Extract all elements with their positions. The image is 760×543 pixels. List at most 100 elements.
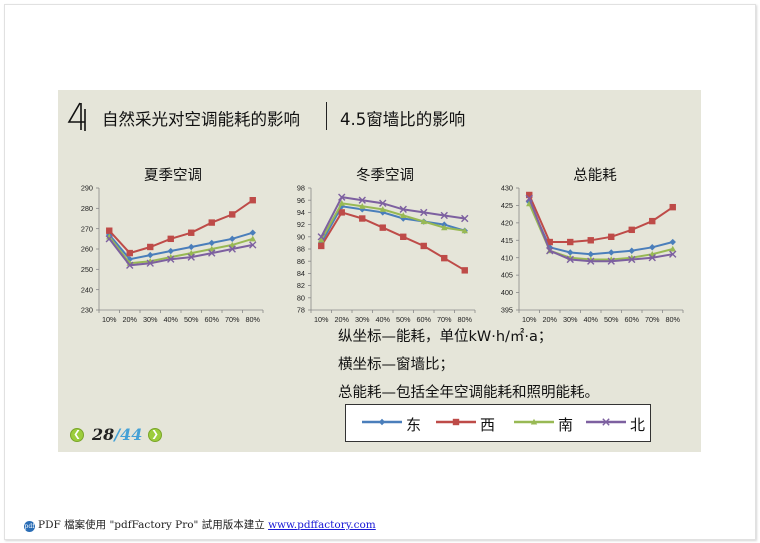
chart-legend: 东 西 南 北: [345, 404, 651, 442]
y-tick-label: 98: [297, 184, 305, 193]
legend-label-south: 南: [558, 416, 574, 434]
pdffactory-logo-icon: pdf: [24, 521, 35, 532]
data-point: [441, 224, 448, 231]
y-tick-label: 88: [297, 245, 305, 254]
y-tick-label: 415: [501, 236, 513, 245]
data-point: [229, 211, 236, 218]
data-point: [440, 211, 448, 220]
data-point: [147, 243, 154, 251]
data-point: [587, 251, 594, 258]
chart-title-summer: 夏季空调: [144, 168, 202, 184]
x-tick-label: 70%: [225, 315, 240, 324]
data-point: [649, 244, 656, 251]
y-tick-label: 425: [501, 201, 513, 210]
y-tick-label: 405: [501, 271, 513, 280]
data-point: [420, 218, 427, 225]
legend-label-west: 西: [480, 416, 496, 434]
data-point: [359, 203, 366, 209]
data-point: [167, 255, 175, 263]
x-tick-label: 10%: [102, 315, 117, 324]
data-point: [249, 229, 256, 236]
footer-text: PDF 檔案使用 "pdfFactory Pro" 試用版本建立: [38, 519, 265, 531]
footer-link[interactable]: www.pdffactory.com: [268, 519, 376, 531]
x-tick-label: 30%: [143, 315, 158, 324]
y-tick-label: 240: [81, 285, 93, 294]
note-total: 总能耗—包括全年空调能耗和照明能耗。: [338, 385, 599, 401]
series-line: [320, 211, 466, 272]
data-point: [587, 257, 595, 265]
swatch-marker: [452, 418, 460, 426]
data-point: [400, 215, 407, 222]
slide: 自然采光对空调能耗的影响 4.5窗墙比的影响 夏季空调 冬季空调 总能耗 230…: [58, 90, 701, 452]
data-point: [461, 214, 469, 223]
data-point: [318, 236, 325, 243]
data-point: [358, 196, 366, 204]
data-point: [628, 247, 635, 254]
data-point: [167, 247, 174, 255]
y-tick-label: 90: [297, 232, 305, 241]
data-point: [525, 194, 533, 203]
data-point: [228, 245, 236, 253]
y-tick-label: 84: [297, 269, 305, 278]
data-point: [546, 247, 554, 255]
y-tick-label: 78: [297, 306, 305, 315]
next-slide-button[interactable]: ❯: [148, 428, 162, 442]
prev-slide-button[interactable]: ❮: [70, 428, 84, 442]
chart-summer: 230 240 250 260 270 280 290 10% 20% 30% 40% 50% 60% 7…: [81, 184, 264, 324]
y-tick-label: 230: [81, 306, 93, 315]
data-point: [229, 241, 236, 248]
data-point: [461, 227, 468, 234]
data-point: [338, 193, 346, 201]
data-point: [338, 203, 345, 210]
y-tick-label: 410: [501, 253, 513, 262]
x-tick-label: 60%: [416, 315, 431, 324]
y-tick-label: 94: [297, 208, 305, 217]
slide-title: 自然采光对空调能耗的影响: [102, 110, 300, 129]
y-tick-label: 80: [297, 293, 305, 302]
data-point: [420, 208, 428, 217]
y-tick-label: 86: [297, 257, 305, 266]
title-divider: [326, 102, 327, 130]
data-point: [208, 245, 215, 252]
data-point: [526, 191, 533, 199]
swatch-marker: [530, 418, 538, 425]
y-tick-label: 250: [81, 265, 93, 274]
data-point: [338, 200, 345, 206]
data-point: [648, 254, 656, 262]
y-tick-label: 395: [501, 306, 513, 315]
data-point: [188, 229, 195, 236]
x-tick-label: 30%: [355, 315, 370, 324]
series-line: [108, 236, 254, 265]
data-point: [628, 226, 635, 234]
x-tick-label: 20%: [542, 315, 557, 324]
y-tick-label: 270: [81, 224, 93, 233]
data-point: [338, 209, 345, 216]
x-tick-label: 50%: [396, 315, 411, 324]
data-point: [208, 239, 215, 247]
data-point: [669, 203, 676, 211]
total-pages: 44: [120, 425, 143, 444]
legend-swatch-south: [514, 418, 554, 425]
data-point: [188, 249, 195, 256]
data-point: [317, 233, 325, 241]
current-page: 28: [92, 425, 115, 444]
data-point: [208, 219, 215, 226]
data-point: [318, 242, 325, 250]
legend-swatch-east: [362, 418, 402, 426]
data-point: [649, 217, 656, 225]
data-point: [105, 235, 113, 243]
data-point: [420, 242, 427, 250]
swatch-marker: [378, 418, 386, 426]
data-point: [608, 249, 615, 256]
data-point: [628, 255, 636, 264]
series-line: [108, 238, 253, 267]
x-tick-label: 60%: [624, 315, 639, 324]
data-point: [379, 224, 386, 231]
note-x-axis: 横坐标—窗墙比；: [338, 357, 454, 373]
data-point: [229, 235, 236, 243]
data-point: [379, 209, 386, 216]
data-point: [441, 254, 448, 262]
y-tick-label: 280: [81, 204, 93, 213]
y-tick-label: 82: [297, 281, 305, 290]
data-point: [669, 250, 677, 258]
